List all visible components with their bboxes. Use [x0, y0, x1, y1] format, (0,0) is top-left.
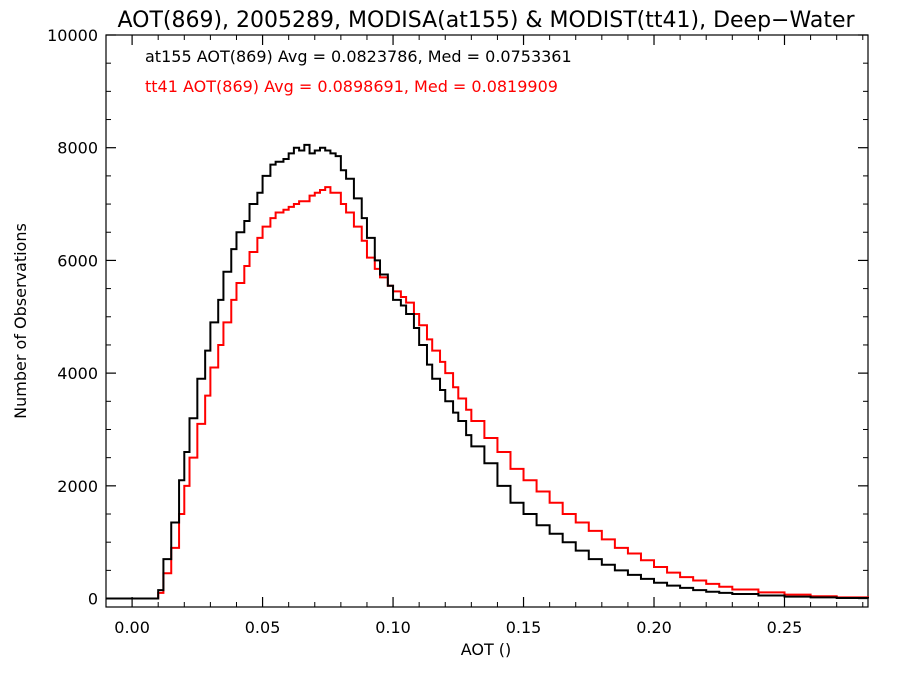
x-tick-label: 0.00: [114, 618, 150, 637]
y-axis-label: Number of Observations: [11, 223, 30, 419]
x-tick-label: 0.10: [375, 618, 411, 637]
annotation-at155: at155 AOT(869) Avg = 0.0823786, Med = 0.…: [145, 47, 572, 66]
plot-frame: [105, 34, 869, 608]
chart-title: AOT(869), 2005289, MODISA(at155) & MODIS…: [117, 8, 855, 33]
y-tick-label: 8000: [57, 139, 98, 158]
series-layer: [106, 143, 869, 600]
x-axis-label: AOT (): [461, 640, 512, 659]
y-axis: 0 2000 4000 6000 8000 10000: [47, 26, 868, 609]
y-tick-label: 6000: [57, 251, 98, 270]
x-tick-label: 0.25: [767, 618, 803, 637]
y-tick-label: 10000: [47, 26, 98, 45]
series-line-at155: [106, 143, 869, 600]
x-tick-label: 0.15: [506, 618, 542, 637]
x-tick-label: 0.05: [245, 618, 281, 637]
y-tick-label: 2000: [57, 477, 98, 496]
annotation-tt41: tt41 AOT(869) Avg = 0.0898691, Med = 0.0…: [145, 77, 558, 96]
x-axis: 0.00 0.05 0.10 0.15 0.20 0.25: [114, 35, 864, 637]
y-tick-label: 0: [88, 590, 98, 609]
x-tick-label: 0.20: [636, 618, 672, 637]
y-tick-label: 4000: [57, 364, 98, 383]
series-line-tt41: [106, 186, 869, 600]
